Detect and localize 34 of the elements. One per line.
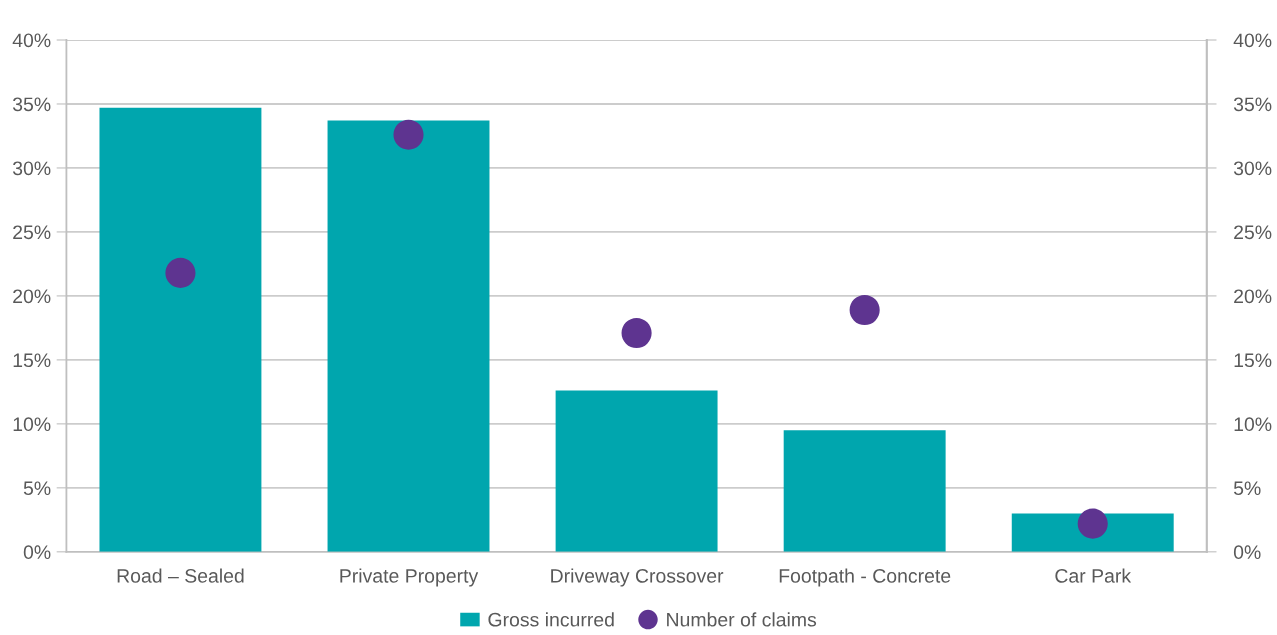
x-tick-label: Road – Sealed: [117, 568, 244, 583]
x-tick-label: Footpath - Concrete: [779, 568, 951, 587]
y-tick-label: 15%: [13, 353, 51, 368]
y2-tick-label: 5%: [1233, 481, 1261, 496]
point: [1077, 508, 1108, 539]
point: [393, 119, 424, 150]
y-tick-label: 30%: [12, 161, 51, 176]
bar: [555, 390, 718, 552]
point: [165, 257, 196, 288]
y2-tick-label: 40%: [1233, 33, 1272, 48]
bar: [327, 120, 490, 552]
y-tick-label: 20%: [13, 289, 51, 304]
legend-label: Gross incurred: [488, 612, 614, 627]
y-tick-label: 35%: [12, 97, 51, 112]
y2-tick-label: 30%: [1233, 161, 1272, 176]
x-tick-label: Driveway Crossover: [551, 568, 724, 587]
point: [849, 294, 880, 326]
y-tick-label: 0%: [23, 545, 51, 560]
bar: [99, 107, 262, 552]
y-tick-label: 10%: [13, 417, 51, 432]
y2-tick-label: 25%: [1234, 225, 1272, 240]
legend-label: Number of claims: [667, 612, 817, 627]
y2-tick-label: 0%: [1233, 545, 1261, 560]
point: [621, 317, 652, 349]
x-tick-label: Car Park: [1055, 568, 1132, 583]
bar: [783, 430, 946, 552]
y2-tick-label: 10%: [1234, 417, 1272, 432]
x-tick-label: Private Property: [340, 568, 479, 587]
y-tick-label: 5%: [23, 481, 51, 496]
y2-tick-label: 35%: [1233, 97, 1272, 112]
y-tick-label: 40%: [12, 33, 51, 48]
y2-tick-label: 15%: [1234, 353, 1272, 368]
y2-tick-label: 20%: [1234, 289, 1272, 304]
y-tick-label: 25%: [13, 225, 51, 240]
